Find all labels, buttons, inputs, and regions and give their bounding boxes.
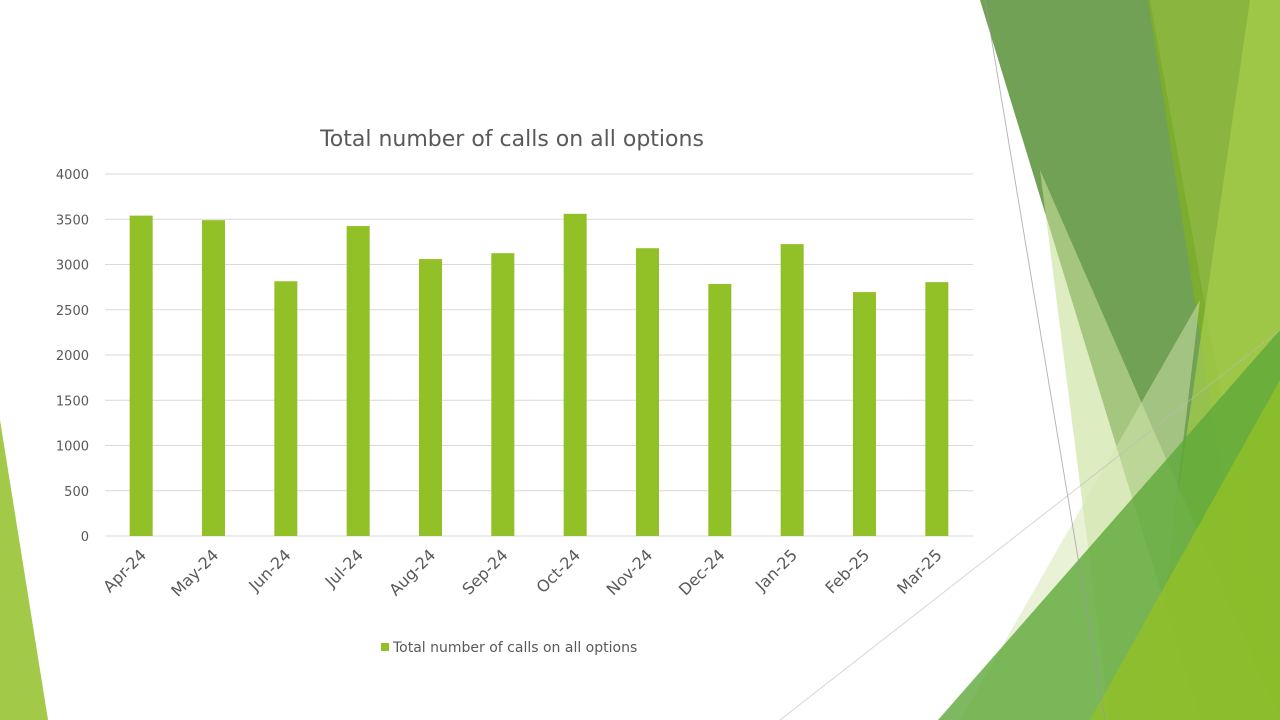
x-tick-label: May-24 bbox=[167, 545, 222, 600]
bar-Jul-24 bbox=[346, 226, 370, 536]
bar-Nov-24 bbox=[636, 248, 659, 536]
bar-Feb-25 bbox=[853, 292, 876, 536]
lime-triangle bbox=[1090, 380, 1280, 720]
x-tick-label: Feb-25 bbox=[821, 545, 873, 597]
y-tick-label: 4000 bbox=[56, 168, 89, 183]
x-tick-label: Jul-24 bbox=[321, 545, 367, 591]
bar-Dec-24 bbox=[708, 283, 732, 536]
y-tick-label: 0 bbox=[81, 530, 89, 545]
x-tick-label: Jan-25 bbox=[751, 545, 801, 595]
x-tick-label: Sep-24 bbox=[458, 545, 511, 598]
x-tick-label: Nov-24 bbox=[603, 545, 657, 599]
y-tick-label: 2500 bbox=[56, 304, 89, 319]
y-tick-label: 3500 bbox=[56, 213, 89, 228]
bar-May-24 bbox=[202, 220, 225, 536]
bar-Jan-25 bbox=[780, 244, 804, 536]
y-tick-label: 3000 bbox=[56, 259, 89, 274]
chart-title: Total number of calls on all options bbox=[319, 127, 704, 152]
y-tick-label: 2000 bbox=[56, 349, 89, 364]
bar-Jun-24 bbox=[274, 281, 298, 536]
y-tick-label: 1000 bbox=[56, 440, 89, 455]
x-tick-label: Oct-24 bbox=[533, 545, 584, 596]
y-tick-label: 1500 bbox=[56, 394, 89, 409]
x-tick-label: Aug-24 bbox=[385, 545, 439, 599]
legend-swatch bbox=[381, 643, 389, 651]
thin-line bbox=[984, 0, 1106, 720]
x-tick-label: Dec-24 bbox=[675, 545, 729, 599]
bar-Sep-24 bbox=[491, 253, 515, 536]
x-tick-label: Apr-24 bbox=[99, 545, 150, 596]
bar-Aug-24 bbox=[419, 259, 442, 536]
x-tick-label: Mar-25 bbox=[893, 545, 946, 598]
bar-Mar-25 bbox=[925, 282, 949, 536]
bar-Apr-24 bbox=[129, 215, 153, 536]
y-tick-label: 500 bbox=[64, 485, 89, 500]
legend-label: Total number of calls on all options bbox=[392, 640, 637, 656]
left-accent-shape bbox=[0, 420, 48, 720]
x-tick-label: Jun-24 bbox=[244, 545, 294, 595]
bar-Oct-24 bbox=[563, 213, 587, 536]
thin-line-2 bbox=[779, 329, 1280, 720]
